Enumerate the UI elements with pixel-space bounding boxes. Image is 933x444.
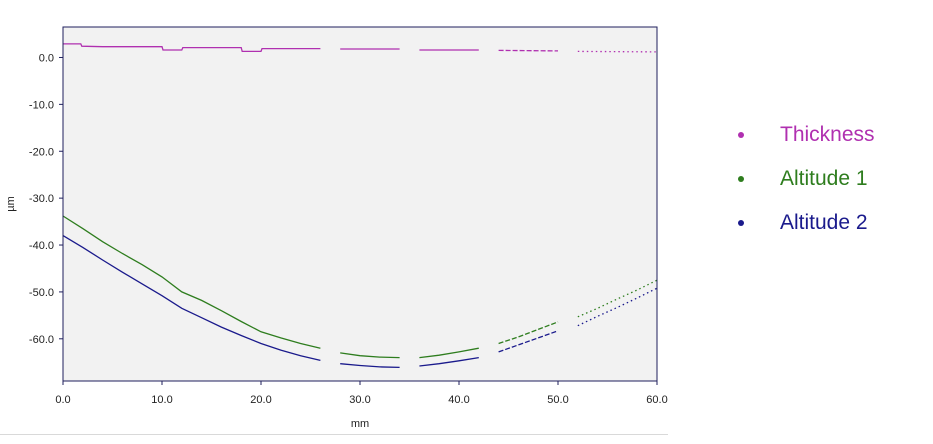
legend-item-altitude-1: Altitude 1 xyxy=(732,157,875,201)
series-altitude-1 xyxy=(62,215,658,359)
x-tick-label: 40.0 xyxy=(448,394,469,406)
x-tick-label: 50.0 xyxy=(547,394,568,406)
series-altitude-2 xyxy=(62,235,658,369)
y-tick-label: -10.0 xyxy=(29,99,54,111)
bottom-rule xyxy=(0,434,668,435)
legend-dot-icon xyxy=(738,176,744,182)
y-tick-label: -60.0 xyxy=(29,334,54,346)
legend-label-altitude-1: Altitude 1 xyxy=(780,167,868,190)
series-line-thickness xyxy=(63,43,321,53)
series-line-altitude-2 xyxy=(419,356,479,367)
legend: Thickness Altitude 1 Altitude 2 xyxy=(732,113,875,245)
series-line-altitude-2 xyxy=(498,330,559,353)
y-tick-label: -20.0 xyxy=(29,146,54,158)
x-tick-label: 10.0 xyxy=(151,394,172,406)
series-line-altitude-1 xyxy=(340,352,400,359)
legend-dot-icon xyxy=(738,220,744,226)
series-line-thickness xyxy=(498,49,559,52)
y-tick-label: 0.0 xyxy=(39,52,54,64)
series-line-altitude-2 xyxy=(577,287,658,327)
y-tick-label: -50.0 xyxy=(29,287,54,299)
x-tick-label: 60.0 xyxy=(646,394,667,406)
series-line-altitude-1 xyxy=(498,321,559,345)
ticks-layer: 0.0 10.0 20.0 30.0 40.0 50.0 60.0 0.0 -10.0 -20.0… xyxy=(29,52,668,406)
legend-label-altitude-2: Altitude 2 xyxy=(780,211,868,234)
series-line-altitude-2 xyxy=(340,363,400,369)
series-line-altitude-1 xyxy=(419,347,479,359)
series-layer xyxy=(62,43,658,369)
x-tick-label: 0.0 xyxy=(55,394,70,406)
legend-item-thickness: Thickness xyxy=(732,113,875,157)
y-tick-label: -40.0 xyxy=(29,240,54,252)
y-tick-label: -30.0 xyxy=(29,193,54,205)
x-axis-label: mm xyxy=(351,418,369,430)
series-line-altitude-2 xyxy=(62,235,321,362)
x-tick-label: 20.0 xyxy=(250,394,271,406)
x-tick-label: 30.0 xyxy=(349,394,370,406)
y-axis-label: µm xyxy=(5,196,17,212)
plot-area xyxy=(63,27,657,381)
legend-item-altitude-2: Altitude 2 xyxy=(732,201,875,245)
legend-label-thickness: Thickness xyxy=(780,123,875,146)
series-thickness xyxy=(63,43,658,53)
legend-dot-icon xyxy=(738,132,744,138)
series-line-altitude-1 xyxy=(577,279,658,318)
series-line-altitude-1 xyxy=(62,215,321,349)
